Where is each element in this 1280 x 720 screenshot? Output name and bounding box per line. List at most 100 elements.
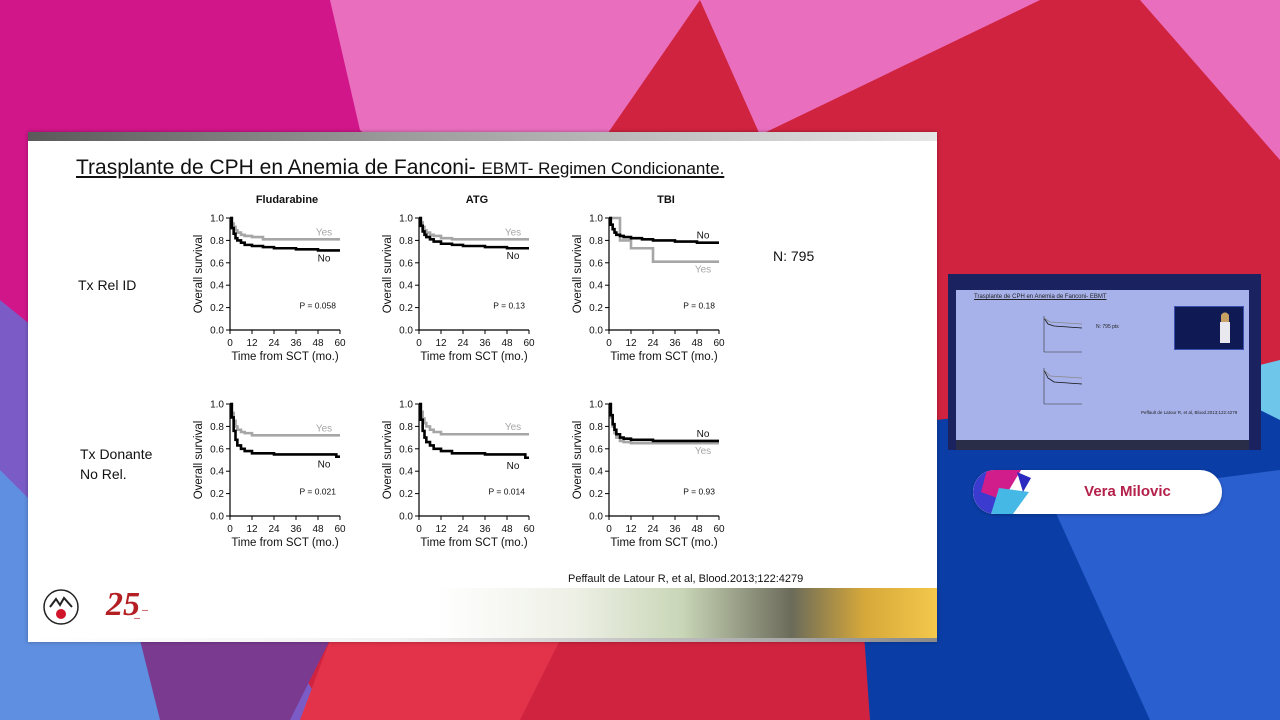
series-label-no: No [507, 461, 520, 472]
y-tick-label: 1.0 [589, 214, 603, 225]
x-tick-label: 36 [669, 338, 681, 349]
x-tick-label: 60 [523, 338, 535, 349]
slide-top-bar [28, 132, 937, 141]
series-label-no: No [697, 429, 710, 440]
row-label-line: Tx Rel ID [78, 277, 137, 293]
x-tick-label: 36 [479, 338, 491, 349]
y-tick-label: 0.0 [210, 512, 224, 523]
congress-logo-mark: — [142, 608, 148, 614]
y-axis-label: Overall survival [193, 235, 205, 314]
slide-title-main: Trasplante de CPH en Anemia de Fanconi- [76, 156, 482, 179]
society-logo [43, 589, 79, 625]
x-tick-label: 24 [457, 524, 469, 535]
speaker-figure [1220, 312, 1230, 343]
row-label-line: Tx Donante [80, 446, 153, 462]
y-tick-label: 0.6 [399, 444, 413, 455]
x-axis-label: Time from SCT (mo.) [420, 351, 528, 363]
column-title-tbi: TBI [657, 194, 675, 206]
y-tick-label: 0.8 [399, 236, 413, 247]
x-tick-label: 12 [435, 338, 447, 349]
y-tick-label: 1.0 [589, 400, 603, 411]
y-tick-label: 0.2 [399, 303, 413, 314]
x-tick-label: 0 [227, 524, 233, 535]
y-tick-label: 0.6 [589, 258, 603, 269]
camera-slide-title: Trasplante de CPH en Anemia de Fanconi- … [974, 294, 1107, 300]
camera-slide-charts [1043, 316, 1083, 405]
p-value-label: P = 0.93 [683, 487, 715, 497]
survival-curve-no [609, 402, 719, 443]
y-tick-label: 0.0 [589, 512, 603, 523]
x-tick-label: 12 [246, 338, 258, 349]
y-tick-label: 0.2 [210, 489, 224, 500]
km-chart-atg-norel: 0.0 0.2 0.4 0.6 0.8 1.0 0 12 24 36 48 60 Time from S… [382, 400, 535, 550]
y-tick-label: 0.6 [399, 258, 413, 269]
y-tick-label: 1.0 [399, 214, 413, 225]
survival-curve-yes [609, 216, 719, 263]
y-tick-label: 0.0 [399, 512, 413, 523]
x-tick-label: 60 [334, 524, 346, 535]
x-tick-label: 0 [416, 524, 422, 535]
x-axis-label: Time from SCT (mo.) [231, 537, 339, 549]
y-tick-label: 0.4 [589, 281, 603, 292]
x-tick-label: 12 [246, 524, 258, 535]
p-value-label: P = 0.021 [300, 487, 337, 497]
speaker-camera-feed: Trasplante de CPH en Anemia de Fanconi- … [948, 274, 1261, 450]
km-chart-fludarabine-rel: 0.0 0.2 0.4 0.6 0.8 1.0 0 12 24 36 48 60 Time from S… [193, 214, 346, 364]
p-value-label: P = 0.058 [300, 301, 337, 311]
survival-curve-no [419, 216, 529, 250]
series-label-yes: Yes [316, 227, 332, 238]
x-tick-label: 60 [523, 524, 535, 535]
x-tick-label: 24 [647, 338, 659, 349]
y-tick-label: 0.0 [399, 326, 413, 337]
survival-curve-no [609, 216, 719, 244]
x-tick-label: 48 [501, 524, 513, 535]
p-value-label: P = 0.18 [683, 301, 715, 311]
y-tick-label: 0.6 [210, 258, 224, 269]
y-tick-label: 0.8 [589, 422, 603, 433]
x-tick-label: 36 [290, 524, 302, 535]
survival-curve-yes [419, 216, 529, 241]
x-tick-label: 0 [227, 338, 233, 349]
x-tick-label: 48 [501, 338, 513, 349]
x-tick-label: 24 [647, 524, 659, 535]
y-tick-label: 0.6 [210, 444, 224, 455]
congress-logo: 25 — — [106, 586, 176, 630]
column-title-atg: ATG [465, 194, 489, 206]
y-tick-label: 0.6 [589, 444, 603, 455]
presentation-slide: Trasplante de CPH en Anemia de Fanconi- … [28, 132, 937, 642]
slide-footer-band [28, 588, 937, 642]
speaker-name: Vera Milovic [1084, 483, 1171, 500]
x-axis-label: Time from SCT (mo.) [420, 537, 528, 549]
sample-size-label: N: 795 [773, 248, 815, 264]
y-tick-label: 0.2 [210, 303, 224, 314]
camera-stage-strip [956, 440, 1249, 450]
slide-title: Trasplante de CPH en Anemia de Fanconi- … [76, 156, 724, 180]
y-tick-label: 1.0 [210, 214, 224, 225]
x-tick-label: 24 [268, 338, 280, 349]
x-axis-label: Time from SCT (mo.) [231, 351, 339, 363]
x-tick-label: 24 [268, 524, 280, 535]
y-tick-label: 0.8 [210, 236, 224, 247]
nameplate-badge-icon [973, 470, 1033, 514]
x-tick-label: 0 [606, 524, 612, 535]
y-tick-label: 0.8 [210, 422, 224, 433]
camera-slide-screen: Trasplante de CPH en Anemia de Fanconi- … [956, 290, 1249, 440]
citation: Peffault de Latour R, et al, Blood.2013;… [568, 573, 804, 585]
y-tick-label: 0.2 [399, 489, 413, 500]
p-value-label: P = 0.13 [493, 301, 525, 311]
y-tick-label: 0.4 [589, 467, 603, 478]
x-tick-label: 12 [625, 338, 637, 349]
camera-slide-citation: Peffault de Latour R, et al, Blood.2013;… [1141, 410, 1238, 415]
x-tick-label: 12 [435, 524, 447, 535]
series-label-no: No [318, 253, 331, 264]
camera-slide-n-label: N: 795 pts [1096, 324, 1119, 330]
speaker-nameplate: Vera Milovic [973, 470, 1222, 514]
y-axis-label: Overall survival [193, 421, 205, 500]
row-label-donante: Tx Donante No Rel. [80, 444, 152, 484]
column-title-fludarabine: Fludarabine [255, 194, 319, 206]
y-tick-label: 0.2 [589, 303, 603, 314]
x-tick-label: 0 [606, 338, 612, 349]
x-tick-label: 60 [334, 338, 346, 349]
y-tick-label: 0.0 [589, 326, 603, 337]
y-tick-label: 0.8 [589, 236, 603, 247]
